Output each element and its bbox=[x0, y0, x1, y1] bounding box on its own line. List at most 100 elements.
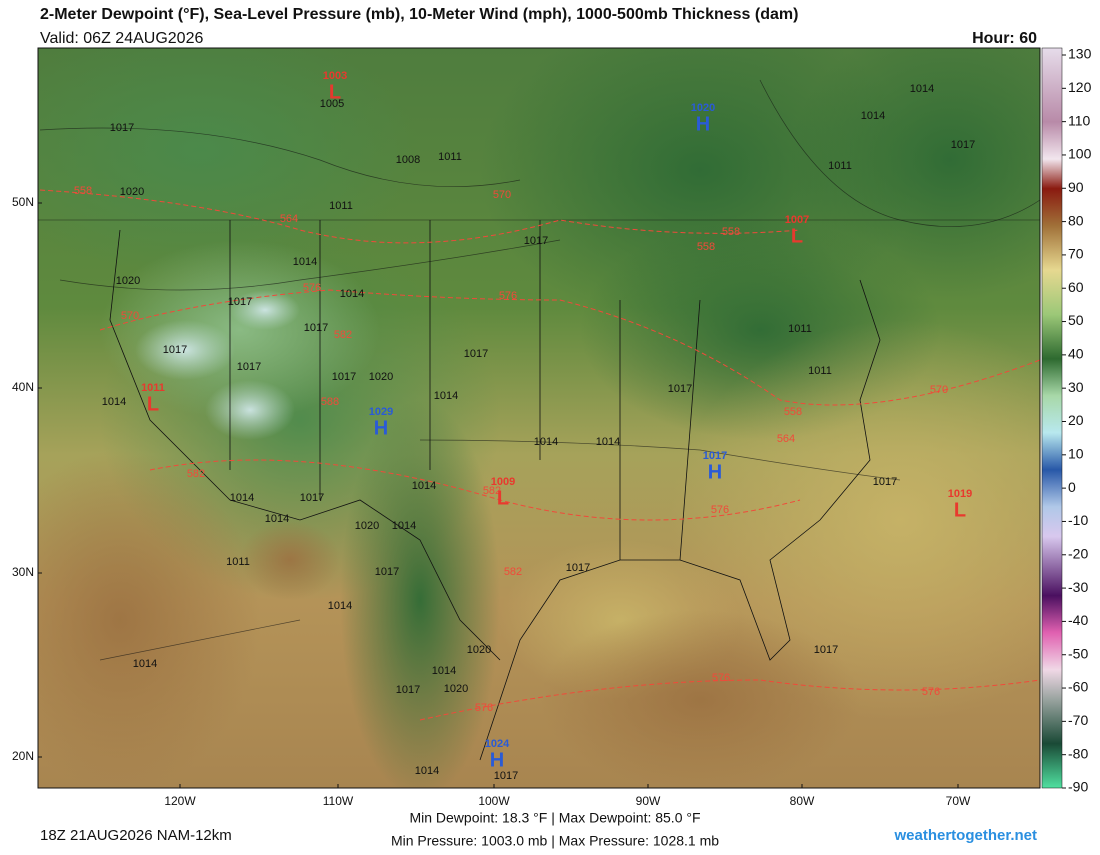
isobar-label: 1014 bbox=[230, 492, 254, 504]
dewpoint-range: Min Dewpoint: 18.3 °F | Max Dewpoint: 85… bbox=[409, 810, 700, 826]
colorbar-label: -70 bbox=[1068, 712, 1088, 728]
colorbar-label: 100 bbox=[1068, 146, 1092, 162]
isobar-label: 1017 bbox=[396, 684, 420, 696]
title: 2-Meter Dewpoint (°F), Sea-Level Pressur… bbox=[40, 6, 798, 23]
lat-label: 30N bbox=[12, 565, 34, 579]
isobar-label: 1014 bbox=[102, 396, 126, 408]
thickness-label: 570 bbox=[493, 189, 511, 201]
thickness-label: 558 bbox=[722, 226, 740, 238]
colorbar-label: -10 bbox=[1068, 512, 1088, 528]
isobar-label: 1014 bbox=[534, 436, 558, 448]
center-value: 1003 bbox=[323, 70, 347, 82]
center-value: 1007 bbox=[785, 214, 809, 226]
colorbar-label: 60 bbox=[1068, 279, 1084, 295]
thickness-label: 582 bbox=[187, 468, 205, 480]
colorbar-label: -30 bbox=[1068, 579, 1088, 595]
lon-label: 110W bbox=[323, 794, 354, 808]
isobar-label: 1014 bbox=[432, 665, 456, 677]
isobar-label: 1014 bbox=[910, 83, 934, 95]
isobar-label: 1011 bbox=[808, 365, 832, 377]
lon-label: 100W bbox=[478, 794, 510, 808]
thickness-label: 576 bbox=[475, 702, 493, 714]
isobar-label: 1017 bbox=[237, 361, 261, 373]
thickness-label: 570 bbox=[930, 384, 948, 396]
thickness-label: 558 bbox=[74, 185, 92, 197]
center-value: 1029 bbox=[369, 406, 393, 418]
isobar-label: 1017 bbox=[332, 371, 356, 383]
colorbar-label: -80 bbox=[1068, 745, 1088, 761]
thickness-label: 576 bbox=[711, 504, 729, 516]
isobar-label: 1014 bbox=[415, 765, 439, 777]
map-field bbox=[38, 48, 1040, 788]
thickness-label: 576 bbox=[499, 290, 517, 302]
center-letter: H bbox=[696, 113, 710, 135]
colorbar-label: -20 bbox=[1068, 545, 1088, 561]
isobar-label: 1014 bbox=[434, 390, 458, 402]
isobar-label: 1017 bbox=[464, 348, 488, 360]
center-letter: L bbox=[329, 81, 341, 103]
isobar-label: 1020 bbox=[444, 683, 468, 695]
colorbar-label: 130 bbox=[1068, 46, 1092, 62]
isobar-label: 1017 bbox=[566, 562, 590, 574]
thickness-contours bbox=[39, 189, 1040, 721]
thickness-label: 576 bbox=[922, 686, 940, 698]
isobar-label: 1014 bbox=[328, 600, 352, 612]
center-letter: H bbox=[708, 461, 722, 483]
isobar-label: 1014 bbox=[596, 436, 620, 448]
isobar-label: 1017 bbox=[304, 322, 328, 334]
isobar-label: 1011 bbox=[438, 151, 462, 163]
center-letter: L bbox=[147, 393, 159, 415]
thickness-label: 564 bbox=[777, 433, 795, 445]
colorbar-label: 50 bbox=[1068, 312, 1084, 328]
colorbar-label: -60 bbox=[1068, 679, 1088, 695]
center-letter: H bbox=[490, 749, 504, 771]
isobar-label: 1017 bbox=[375, 566, 399, 578]
lon-label: 80W bbox=[790, 794, 815, 808]
thickness-label: 588 bbox=[321, 396, 339, 408]
lon-label: 70W bbox=[946, 794, 971, 808]
isobars bbox=[39, 79, 1040, 661]
center-value: 1011 bbox=[141, 382, 165, 394]
colorbar-label: 110 bbox=[1068, 112, 1091, 128]
thickness-label: 570 bbox=[121, 310, 139, 322]
colorbar-label: -50 bbox=[1068, 645, 1088, 661]
thickness-label: 558 bbox=[697, 241, 715, 253]
thickness-label: 582 bbox=[334, 329, 352, 341]
center-letter: L bbox=[791, 225, 803, 247]
colorbar-label: 10 bbox=[1068, 446, 1084, 462]
isobar-label: 1014 bbox=[340, 288, 364, 300]
isobar-label: 1014 bbox=[412, 480, 436, 492]
colorbar-label: 70 bbox=[1068, 246, 1084, 262]
colorbar-label: -90 bbox=[1068, 779, 1088, 795]
colorbar-label: 120 bbox=[1068, 79, 1092, 95]
thickness-label: 582 bbox=[483, 485, 501, 497]
isobar-label: 1014 bbox=[392, 520, 416, 532]
isobar-label: 1017 bbox=[228, 296, 252, 308]
isobar-label: 1017 bbox=[951, 139, 975, 151]
isobar-label: 1017 bbox=[524, 235, 548, 247]
colorbar-label: 20 bbox=[1068, 412, 1084, 428]
thickness-label: 576 bbox=[712, 672, 730, 684]
thickness-label: 558 bbox=[784, 406, 802, 418]
isobar-label: 1011 bbox=[828, 160, 852, 172]
isobar-label: 1014 bbox=[861, 110, 885, 122]
isobar-label: 1005 bbox=[320, 98, 344, 110]
center-letter: L bbox=[954, 499, 966, 521]
model-run: 18Z 21AUG2026 NAM-12km bbox=[40, 827, 232, 844]
isobar-label: 1011 bbox=[788, 323, 812, 335]
colorbar-label: 80 bbox=[1068, 212, 1084, 228]
borders bbox=[38, 219, 1040, 761]
isobar-label: 1008 bbox=[396, 154, 420, 166]
pressure-range: Min Pressure: 1003.0 mb | Max Pressure: … bbox=[391, 833, 719, 849]
isobar-label: 1017 bbox=[668, 383, 692, 395]
isobar-label: 1011 bbox=[329, 200, 353, 212]
isobar-label: 1014 bbox=[265, 513, 289, 525]
center-value: 1024 bbox=[485, 738, 510, 750]
isobar-label: 1014 bbox=[293, 256, 317, 268]
colorbar-label: 90 bbox=[1068, 179, 1084, 195]
isobar-label: 1014 bbox=[133, 658, 157, 670]
colorbar-label: -40 bbox=[1068, 612, 1088, 628]
site-credit[interactable]: weathertogether.net bbox=[893, 827, 1037, 844]
isobar-label: 1020 bbox=[467, 644, 491, 656]
lon-label: 120W bbox=[164, 794, 196, 808]
